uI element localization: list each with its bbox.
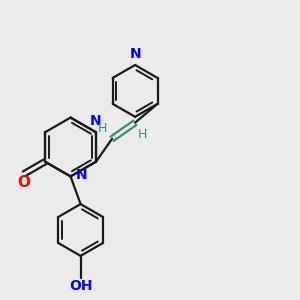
- Text: O: O: [18, 175, 31, 190]
- Text: N: N: [90, 114, 102, 128]
- Text: H: H: [138, 128, 147, 141]
- Text: N: N: [129, 47, 141, 61]
- Text: H: H: [98, 122, 107, 135]
- Text: N: N: [76, 168, 88, 182]
- Text: OH: OH: [69, 279, 92, 293]
